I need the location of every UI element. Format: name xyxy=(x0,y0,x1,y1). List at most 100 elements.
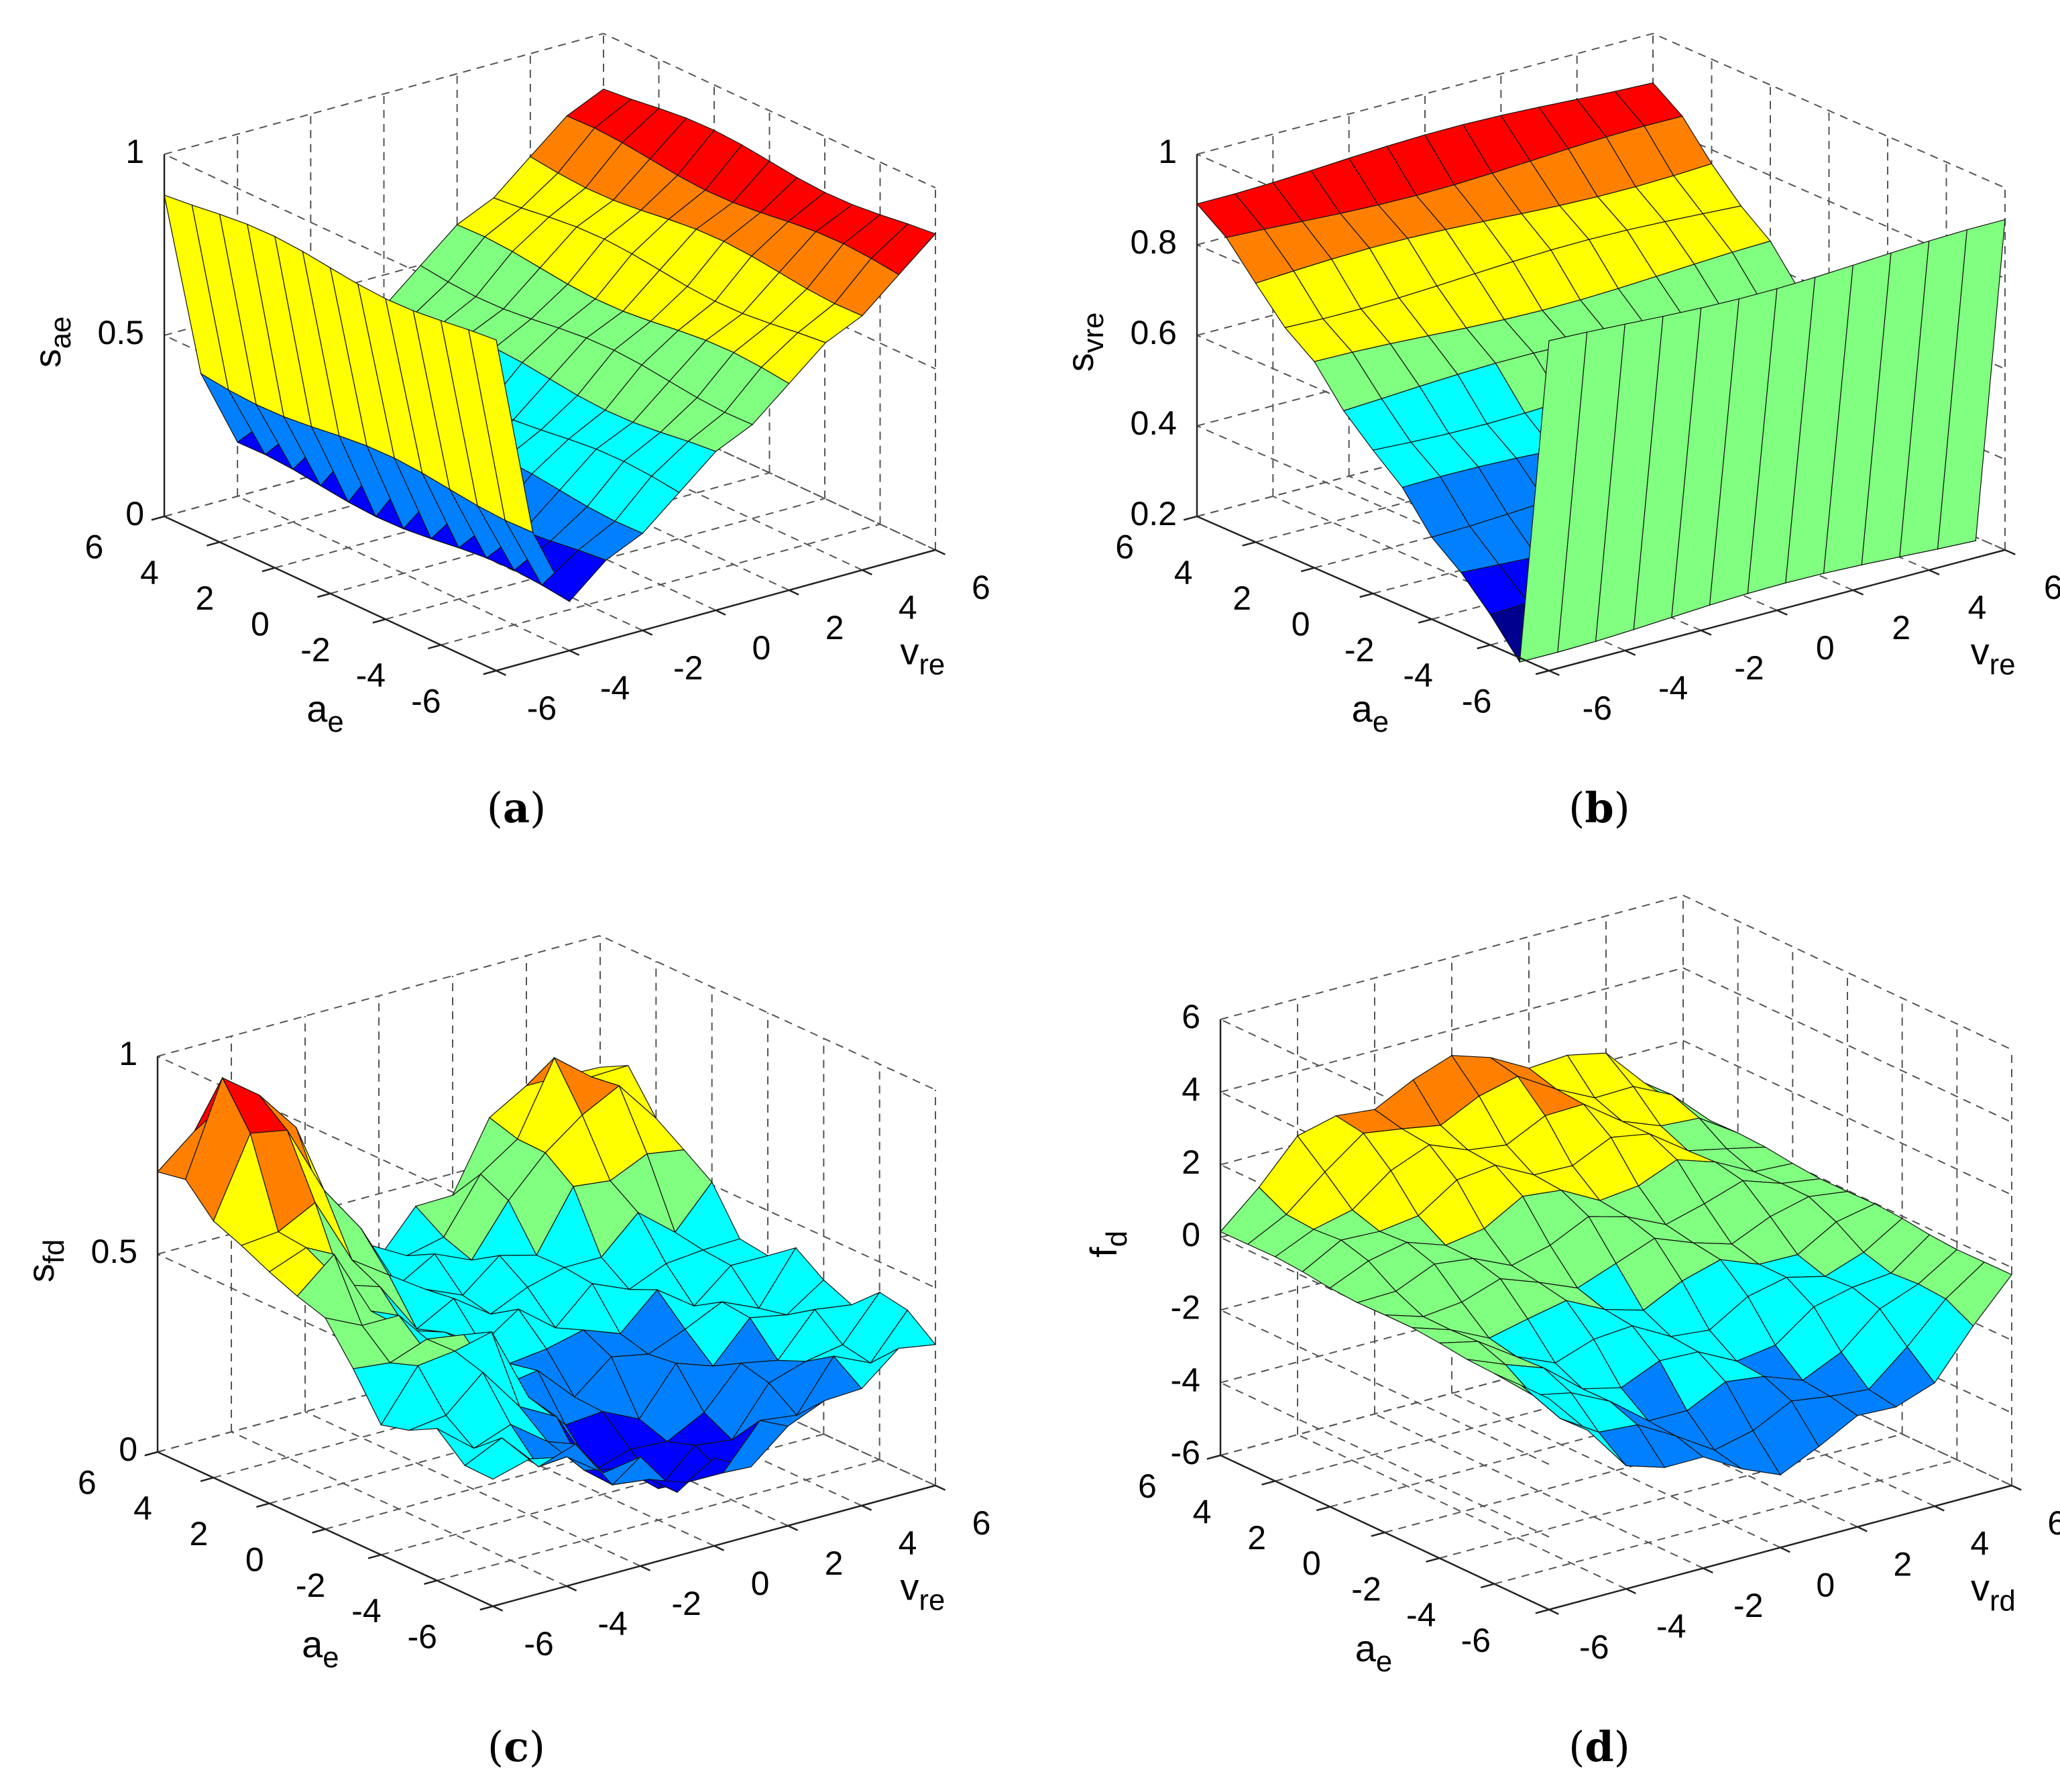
x-axis-label: vrd xyxy=(1971,1566,2016,1617)
y-tick-label: -6 xyxy=(411,682,441,720)
z-axis-label: svre xyxy=(1059,313,1110,372)
y-tick-mark xyxy=(479,1605,494,1611)
axes: -6-4-20246-6-4-202460.20.40.60.81vreaesv… xyxy=(1059,133,2060,738)
y-tick-label: -2 xyxy=(300,631,330,669)
x-tick-mark xyxy=(2004,549,2016,555)
surface-patch xyxy=(870,223,937,276)
y-tick-mark xyxy=(1371,1531,1385,1537)
x-tick-mark xyxy=(715,609,726,616)
z-tick-label: 0 xyxy=(125,495,144,533)
z-tick-label: 0.6 xyxy=(1130,314,1177,351)
x-tick-mark xyxy=(935,1484,946,1491)
z-axis-label: sae xyxy=(26,317,77,368)
x-tick-mark xyxy=(569,649,580,656)
surface-patch xyxy=(1945,1262,2012,1327)
x-tick-label: -4 xyxy=(597,1605,627,1642)
x-tick-label: 6 xyxy=(972,1504,991,1542)
y-tick-label: 0 xyxy=(245,1541,264,1578)
y-tick-mark xyxy=(1535,669,1550,675)
x-tick-label: 4 xyxy=(899,589,917,626)
surface-patch xyxy=(1937,219,2006,550)
y-tick-mark xyxy=(312,1528,326,1534)
y-tick-label: 4 xyxy=(1174,554,1193,592)
z-tick-label: 6 xyxy=(1182,998,1200,1035)
x-tick-label: 2 xyxy=(825,1545,844,1582)
surface xyxy=(164,89,937,603)
y-axis-label: ae xyxy=(1352,687,1389,738)
x-tick-mark xyxy=(640,1565,651,1571)
x-axis-label: vre xyxy=(900,1565,945,1616)
y-tick-mark xyxy=(1480,1583,1495,1589)
surface-patch xyxy=(870,1309,937,1363)
y-tick-label: 0 xyxy=(251,605,270,642)
y-tick-label: 2 xyxy=(190,1515,209,1553)
x-tick-label: 6 xyxy=(2044,569,2060,606)
y-tick-label: -2 xyxy=(296,1567,325,1604)
y-axis-label: ae xyxy=(306,687,343,738)
x-tick-mark xyxy=(787,1524,799,1531)
x-tick-label: 0 xyxy=(752,629,771,667)
x-tick-label: -4 xyxy=(600,669,630,707)
y-tick-mark xyxy=(317,592,331,598)
y-axis-label: ae xyxy=(1355,1627,1392,1678)
x-tick-label: -2 xyxy=(673,649,703,687)
z-tick-label: 0.5 xyxy=(97,314,144,351)
y-tick-mark xyxy=(1359,592,1373,598)
x-tick-mark xyxy=(642,629,653,636)
z-axis-label: sfd xyxy=(19,1239,70,1282)
y-tick-mark xyxy=(1183,515,1198,521)
y-tick-label: 0 xyxy=(1302,1545,1321,1582)
y-tick-label: 2 xyxy=(1247,1519,1266,1557)
y-tick-mark xyxy=(1535,1608,1550,1614)
x-tick-mark xyxy=(1625,1588,1636,1595)
x-tick-mark xyxy=(1929,569,1940,575)
panel-caption: (c) xyxy=(488,1722,545,1771)
y-tick-label: 6 xyxy=(1115,528,1134,565)
y-tick-mark xyxy=(483,669,497,675)
y-tick-mark xyxy=(1242,541,1256,547)
panel-caption: (b) xyxy=(1568,783,1630,832)
x-tick-mark xyxy=(935,549,946,555)
y-tick-mark xyxy=(424,1579,437,1585)
x-tick-label: -6 xyxy=(524,1625,553,1663)
z-tick-label: 2 xyxy=(1182,1143,1200,1181)
x-tick-label: 4 xyxy=(899,1524,917,1562)
x-tick-mark xyxy=(861,1504,872,1511)
panel-caption: (a) xyxy=(487,783,547,832)
z-tick-label: 0 xyxy=(119,1431,137,1468)
x-tick-label: 0 xyxy=(751,1565,770,1602)
x-tick-label: -2 xyxy=(1734,649,1764,687)
y-tick-mark xyxy=(1477,644,1491,650)
y-tick-mark xyxy=(1426,1557,1440,1563)
x-tick-label: 2 xyxy=(1892,609,1910,647)
y-tick-mark xyxy=(1206,1454,1221,1460)
y-tick-label: -4 xyxy=(1403,657,1432,694)
x-tick-label: -2 xyxy=(1733,1587,1763,1624)
y-tick-label: -6 xyxy=(1461,1622,1491,1659)
x-tick-label: -2 xyxy=(671,1585,701,1622)
y-tick-mark xyxy=(1418,618,1432,624)
y-tick-label: 4 xyxy=(140,554,159,592)
y-tick-mark xyxy=(256,1502,270,1508)
y-axis-label: ae xyxy=(302,1623,339,1674)
x-tick-label: 0 xyxy=(1816,1566,1835,1604)
surface xyxy=(1220,1052,2012,1475)
y-tick-mark xyxy=(1300,567,1315,573)
z-tick-label: 0.5 xyxy=(91,1233,137,1270)
y-tick-label: -6 xyxy=(408,1618,437,1655)
y-tick-mark xyxy=(207,541,220,547)
y-tick-label: 6 xyxy=(84,528,103,565)
y-tick-label: 0 xyxy=(1292,605,1310,642)
x-tick-label: -6 xyxy=(1579,1628,1609,1666)
z-tick-label: -4 xyxy=(1171,1361,1200,1399)
x-tick-mark xyxy=(789,589,799,596)
y-tick-label: 4 xyxy=(1193,1493,1212,1530)
y-tick-mark xyxy=(428,644,441,650)
surface xyxy=(156,1056,937,1493)
y-tick-mark xyxy=(200,1477,214,1482)
